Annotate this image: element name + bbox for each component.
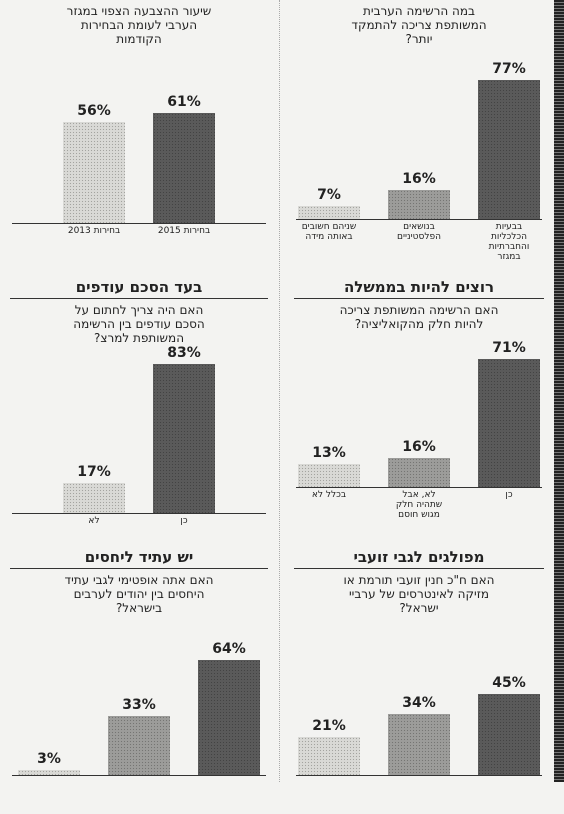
panel-title: רוצים להיות בממשלה <box>294 278 544 299</box>
panel-subtitle: שיעור ההצבעה הצפוי במגזר הערבי לעומת הבח… <box>66 4 212 46</box>
bar-column: 77% <box>478 61 540 219</box>
panel-subtitle: האם הרשימה המשותפת צריכה להיות חלק מהקוא… <box>339 303 499 331</box>
bar-column: 64% <box>198 641 260 775</box>
panel-subtitle: האם היה צריך לחתום על הסכם עודפים בין הר… <box>73 303 205 345</box>
panel-title: בעד הסכם עודפים <box>10 278 268 299</box>
category-labels <box>296 778 542 814</box>
category-label <box>388 778 450 814</box>
chart-panel: שיעור ההצבעה הצפוי במגזר הערבי לעומת הבח… <box>4 0 274 262</box>
value-label: 71% <box>492 340 526 357</box>
category-label <box>298 778 360 814</box>
plot-area: 56% 61% <box>12 46 266 224</box>
category-label <box>198 778 260 814</box>
category-label: בנושאים הפלסטיניים <box>397 222 441 242</box>
bar-column: 21% <box>298 718 360 775</box>
bar <box>478 80 540 219</box>
bar-column: 45% <box>478 675 540 775</box>
bar <box>298 206 360 219</box>
category-label <box>108 778 170 814</box>
bar <box>63 482 125 514</box>
bar-column: 34% <box>388 695 450 775</box>
bar <box>63 122 125 223</box>
panel-subtitle: במה הרשימה הערבית המשותפת צריכה להתמקד י… <box>351 4 487 46</box>
chart-panel: יש עתיד ליחסים האם אתה אופטימי לגבי עתיד … <box>4 548 274 814</box>
panel-title: יש עתיד ליחסים <box>10 548 268 569</box>
category-label: כן <box>180 516 188 527</box>
chart-panel: מפולגים לגבי זועבי האם ח"כ חנין זועבי תור… <box>288 548 550 814</box>
bar-column: 7% <box>298 187 360 219</box>
bar-column: 13% <box>298 445 360 487</box>
category-label: לא <box>88 516 100 527</box>
chart-panel: בעד הסכם עודפים האם היה צריך לחתום על הסכ… <box>4 278 274 526</box>
bar <box>198 659 260 775</box>
value-label: 17% <box>77 463 111 480</box>
bar <box>153 113 215 223</box>
bar <box>478 694 540 775</box>
category-labels: בכלל לא לא, אבל שתהיה חלק מגוש חוסם כן <box>296 490 542 526</box>
chart-panel: רוצים להיות בממשלה האם הרשימה המשותפת צרי… <box>288 278 550 526</box>
bar <box>298 737 360 775</box>
bar-column: 56% <box>63 103 125 223</box>
bar-column: 71% <box>478 340 540 487</box>
category-label <box>18 778 80 814</box>
panel-title: מפולגים לגבי זועבי <box>294 548 544 569</box>
plot-area: 7% 16% 77% <box>296 46 542 220</box>
bar-column: 16% <box>388 439 450 487</box>
value-label: 3% <box>37 750 61 767</box>
bar <box>388 458 450 487</box>
plot-area: 17% 83% <box>12 345 266 515</box>
bar-column: 17% <box>63 464 125 514</box>
bar-column: 3% <box>18 751 80 775</box>
value-label: 33% <box>122 696 156 713</box>
category-label: בכלל לא <box>311 490 347 500</box>
bar-column: 16% <box>388 171 450 219</box>
value-label: 7% <box>317 187 341 204</box>
category-labels: בחירות 2013 בחירות 2015 <box>12 226 266 262</box>
value-label: 77% <box>492 61 526 78</box>
value-label: 34% <box>402 694 436 711</box>
bar <box>18 769 80 775</box>
panel-subtitle: האם ח"כ חנין זועבי תורמת או מזיקה לאינטר… <box>343 573 495 615</box>
category-label: לא, אבל שתהיה חלק מגוש חוסם <box>395 490 443 520</box>
category-labels <box>12 778 266 814</box>
bar <box>108 715 170 775</box>
bar <box>388 713 450 775</box>
column-divider <box>279 0 280 782</box>
bar-column: 83% <box>153 345 215 514</box>
page-edge <box>554 0 564 782</box>
plot-area: 3% 33% 64% <box>12 615 266 776</box>
bar <box>388 190 450 219</box>
panel-subtitle: האם אתה אופטימי לגבי עתיד היחסים בין יהו… <box>64 573 214 615</box>
bar-column: 33% <box>108 697 170 775</box>
category-labels: לא כן <box>12 516 266 526</box>
value-label: 21% <box>312 718 346 735</box>
category-label: כן <box>505 490 513 500</box>
bar <box>153 364 215 514</box>
value-label: 45% <box>492 675 526 691</box>
category-label: בחירות 2013 <box>67 226 121 236</box>
value-label: 16% <box>402 439 436 456</box>
value-label: 83% <box>167 345 201 361</box>
page: {"chart_data": [ {"type": "bar", "subtit… <box>4 0 564 782</box>
category-label: שניהם חשובים באותה מידה <box>301 222 357 242</box>
value-label: 64% <box>212 640 246 657</box>
bar-column: 61% <box>153 94 215 223</box>
value-label: 16% <box>402 171 436 188</box>
value-label: 61% <box>167 94 201 111</box>
chart-panel: במה הרשימה הערבית המשותפת צריכה להתמקד י… <box>288 0 550 262</box>
value-label: 13% <box>312 444 346 461</box>
category-labels: שניהם חשובים באותה מידה בנושאים הפלסטיניי… <box>296 222 542 262</box>
bar <box>478 359 540 487</box>
category-label: בבעיות הכלכליות והחברתיות במגזר <box>488 222 530 262</box>
category-label: בחירות 2015 <box>157 226 211 236</box>
category-label <box>478 778 540 814</box>
plot-area: 21% 34% 45% <box>296 615 542 776</box>
plot-area: 13% 16% 71% <box>296 331 542 488</box>
value-label: 56% <box>77 103 111 120</box>
bar <box>298 463 360 487</box>
